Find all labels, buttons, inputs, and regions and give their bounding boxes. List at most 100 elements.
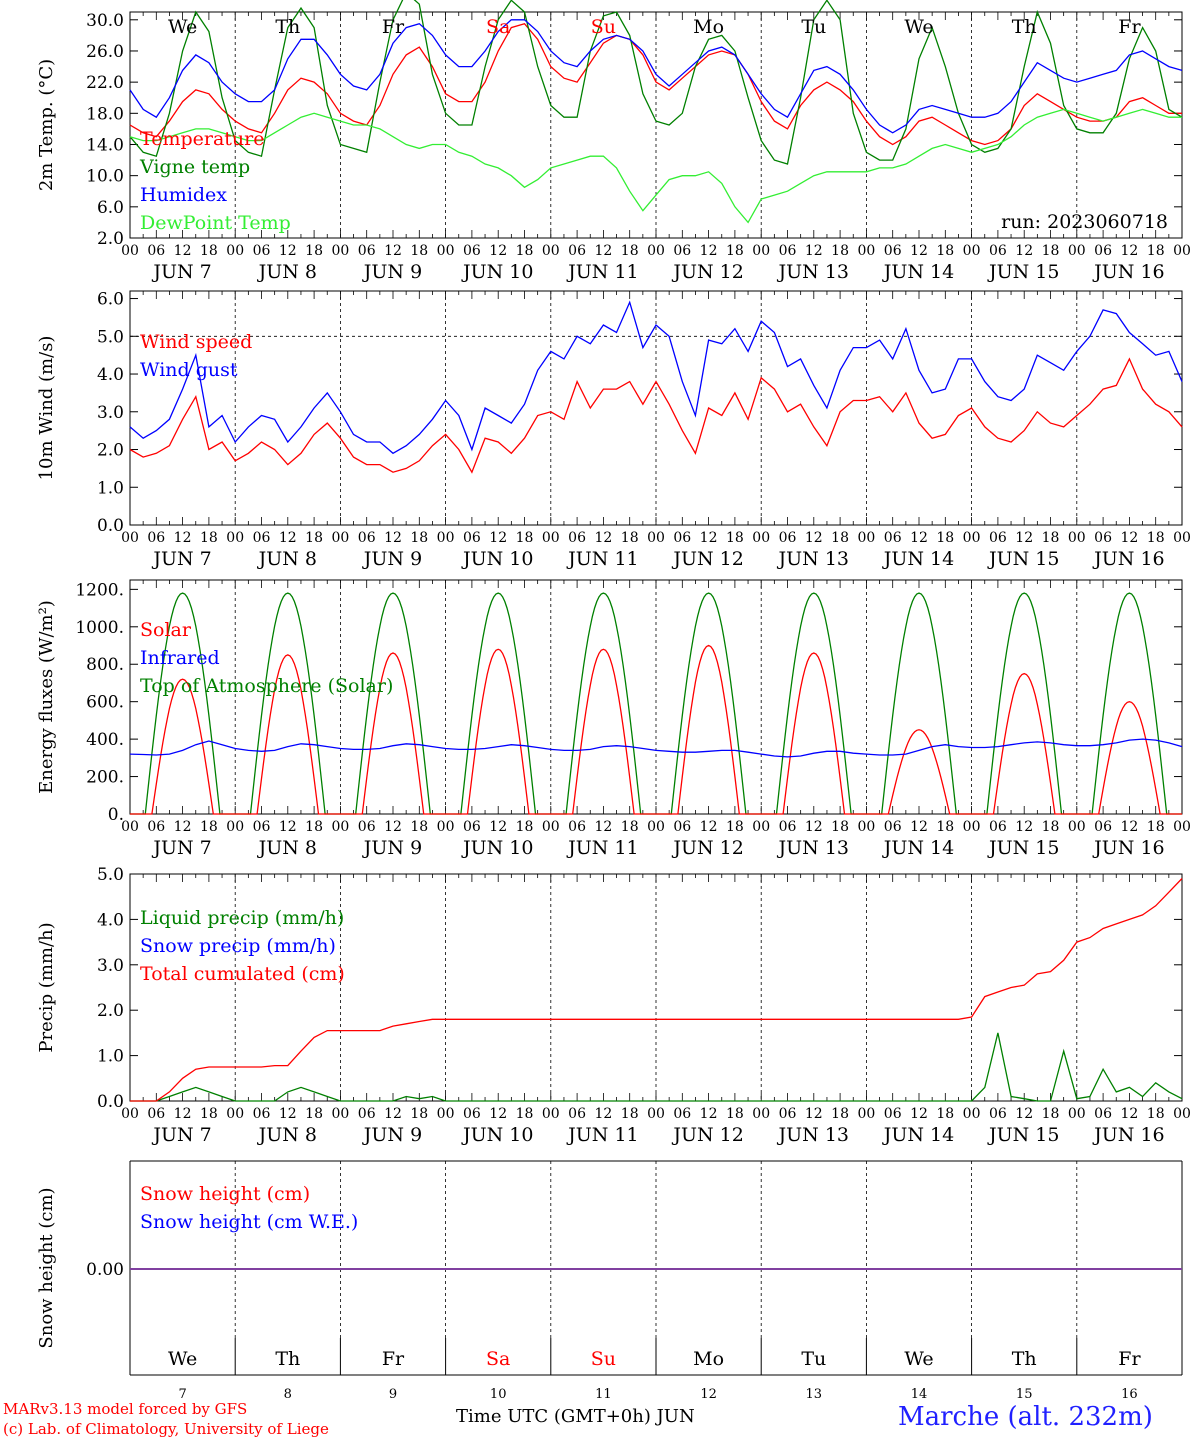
hour-label: 00 bbox=[857, 1106, 875, 1122]
legend-snow-precip-mm-h-: Snow precip (mm/h) bbox=[140, 935, 336, 957]
hour-label: 18 bbox=[200, 530, 218, 546]
weekday-label: Tu bbox=[801, 1348, 826, 1370]
hour-label: 00 bbox=[1068, 243, 1086, 259]
hour-label: 06 bbox=[147, 1106, 165, 1122]
y-tick-label: 10.0 bbox=[86, 167, 124, 187]
hour-label: 12 bbox=[594, 243, 612, 259]
day-number-label: 14 bbox=[911, 1387, 928, 1402]
hour-label: 06 bbox=[253, 819, 271, 835]
hour-label: 00 bbox=[963, 819, 981, 835]
date-label: JUN 11 bbox=[566, 837, 638, 859]
date-label: JUN 12 bbox=[671, 261, 743, 283]
legend-liquid-precip-mm-h-: Liquid precip (mm/h) bbox=[140, 907, 344, 929]
hour-label: 06 bbox=[568, 1106, 586, 1122]
hour-label: 12 bbox=[174, 1106, 192, 1122]
hour-label: 00 bbox=[331, 819, 349, 835]
date-label: JUN 13 bbox=[777, 1124, 849, 1146]
hour-label: 00 bbox=[647, 819, 665, 835]
day-number-label: 10 bbox=[490, 1387, 507, 1402]
hour-label: 18 bbox=[1042, 1106, 1060, 1122]
hour-label: 18 bbox=[516, 243, 534, 259]
hour-label: 06 bbox=[568, 243, 586, 259]
hour-label: 00 bbox=[1068, 530, 1086, 546]
weekday-label: Mo bbox=[693, 1348, 724, 1370]
run-label: run: 2023060718 bbox=[1001, 211, 1168, 233]
hour-label: 18 bbox=[200, 243, 218, 259]
hour-label: 06 bbox=[253, 243, 271, 259]
legend-dewpoint-temp: DewPoint Temp bbox=[140, 212, 291, 234]
weekday-label: Su bbox=[591, 1348, 616, 1370]
date-label: JUN 16 bbox=[1092, 837, 1164, 859]
hour-label: 12 bbox=[279, 1106, 297, 1122]
hour-label: 00 bbox=[857, 243, 875, 259]
y-tick-label: 4.0 bbox=[97, 910, 124, 930]
hour-label: 00 bbox=[1068, 819, 1086, 835]
day-number-label: 9 bbox=[389, 1387, 397, 1402]
hour-label: 00 bbox=[121, 530, 139, 546]
hour-label: 00 bbox=[752, 243, 770, 259]
date-label: JUN 8 bbox=[257, 837, 317, 859]
date-label: JUN 9 bbox=[362, 1124, 422, 1146]
hour-label: 06 bbox=[358, 530, 376, 546]
y-tick-label: 30.0 bbox=[86, 11, 124, 31]
date-label: JUN 9 bbox=[362, 548, 422, 570]
hour-label: 06 bbox=[779, 243, 797, 259]
date-label: JUN 8 bbox=[257, 548, 317, 570]
y-tick-label: 0.0 bbox=[97, 1092, 124, 1112]
hour-label: 00 bbox=[437, 530, 455, 546]
series-vigne-temp bbox=[129, 0, 1183, 165]
hour-label: 18 bbox=[1147, 530, 1165, 546]
hour-label: 18 bbox=[305, 243, 323, 259]
hour-label: 12 bbox=[910, 243, 928, 259]
hour-label: 00 bbox=[963, 243, 981, 259]
hour-label: 12 bbox=[910, 1106, 928, 1122]
hour-label: 06 bbox=[253, 530, 271, 546]
legend-humidex: Humidex bbox=[140, 184, 227, 206]
date-label: JUN 11 bbox=[566, 261, 638, 283]
weekday-label: We bbox=[904, 16, 933, 38]
hour-label: 06 bbox=[463, 1106, 481, 1122]
hour-label: 06 bbox=[884, 819, 902, 835]
date-label: JUN 7 bbox=[151, 261, 211, 283]
hour-label: 06 bbox=[779, 1106, 797, 1122]
hour-label: 06 bbox=[147, 819, 165, 835]
weekday-label: We bbox=[168, 1348, 197, 1370]
hour-label: 00 bbox=[857, 530, 875, 546]
hour-label: 18 bbox=[726, 1106, 744, 1122]
y-tick-label: 4.0 bbox=[97, 365, 124, 385]
date-label: JUN 8 bbox=[257, 1124, 317, 1146]
legend-solar: Solar bbox=[140, 619, 192, 641]
y-tick-label: 800. bbox=[86, 655, 124, 675]
station-label: Marche (alt. 232m) bbox=[898, 1402, 1153, 1432]
y-tick-label: 400. bbox=[86, 730, 124, 750]
hour-label: 18 bbox=[516, 530, 534, 546]
hour-label: 06 bbox=[673, 530, 691, 546]
hour-label: 12 bbox=[489, 243, 507, 259]
hour-label: 06 bbox=[989, 1106, 1007, 1122]
hour-label: 12 bbox=[1120, 243, 1138, 259]
hour-label: 12 bbox=[1120, 1106, 1138, 1122]
date-label: JUN 16 bbox=[1092, 548, 1164, 570]
hour-label: 00 bbox=[1173, 243, 1191, 259]
hour-label: 00 bbox=[752, 530, 770, 546]
series-wind-speed bbox=[129, 357, 1183, 474]
hour-label: 06 bbox=[989, 530, 1007, 546]
hour-label: 00 bbox=[331, 1106, 349, 1122]
hour-label: 00 bbox=[121, 819, 139, 835]
legend-total-cumulated-cm-: Total cumulated (cm) bbox=[140, 963, 345, 985]
date-label: JUN 15 bbox=[987, 1124, 1059, 1146]
y-tick-label: 5.0 bbox=[97, 327, 124, 347]
y-tick-label: 6.0 bbox=[97, 198, 124, 218]
hour-label: 06 bbox=[989, 819, 1007, 835]
series-solar bbox=[130, 644, 1182, 815]
hour-label: 12 bbox=[1015, 819, 1033, 835]
weekday-label: Th bbox=[275, 1348, 300, 1370]
weekday-label: Tu bbox=[801, 16, 826, 38]
date-label: JUN 10 bbox=[461, 837, 533, 859]
weekday-label: Sa bbox=[486, 1348, 510, 1370]
y-tick-label: 0.00 bbox=[86, 1260, 124, 1280]
day-number-label: 7 bbox=[178, 1387, 186, 1402]
legend-vigne-temp: Vigne temp bbox=[139, 156, 250, 178]
date-label: JUN 9 bbox=[362, 261, 422, 283]
series-infrared bbox=[129, 738, 1183, 758]
